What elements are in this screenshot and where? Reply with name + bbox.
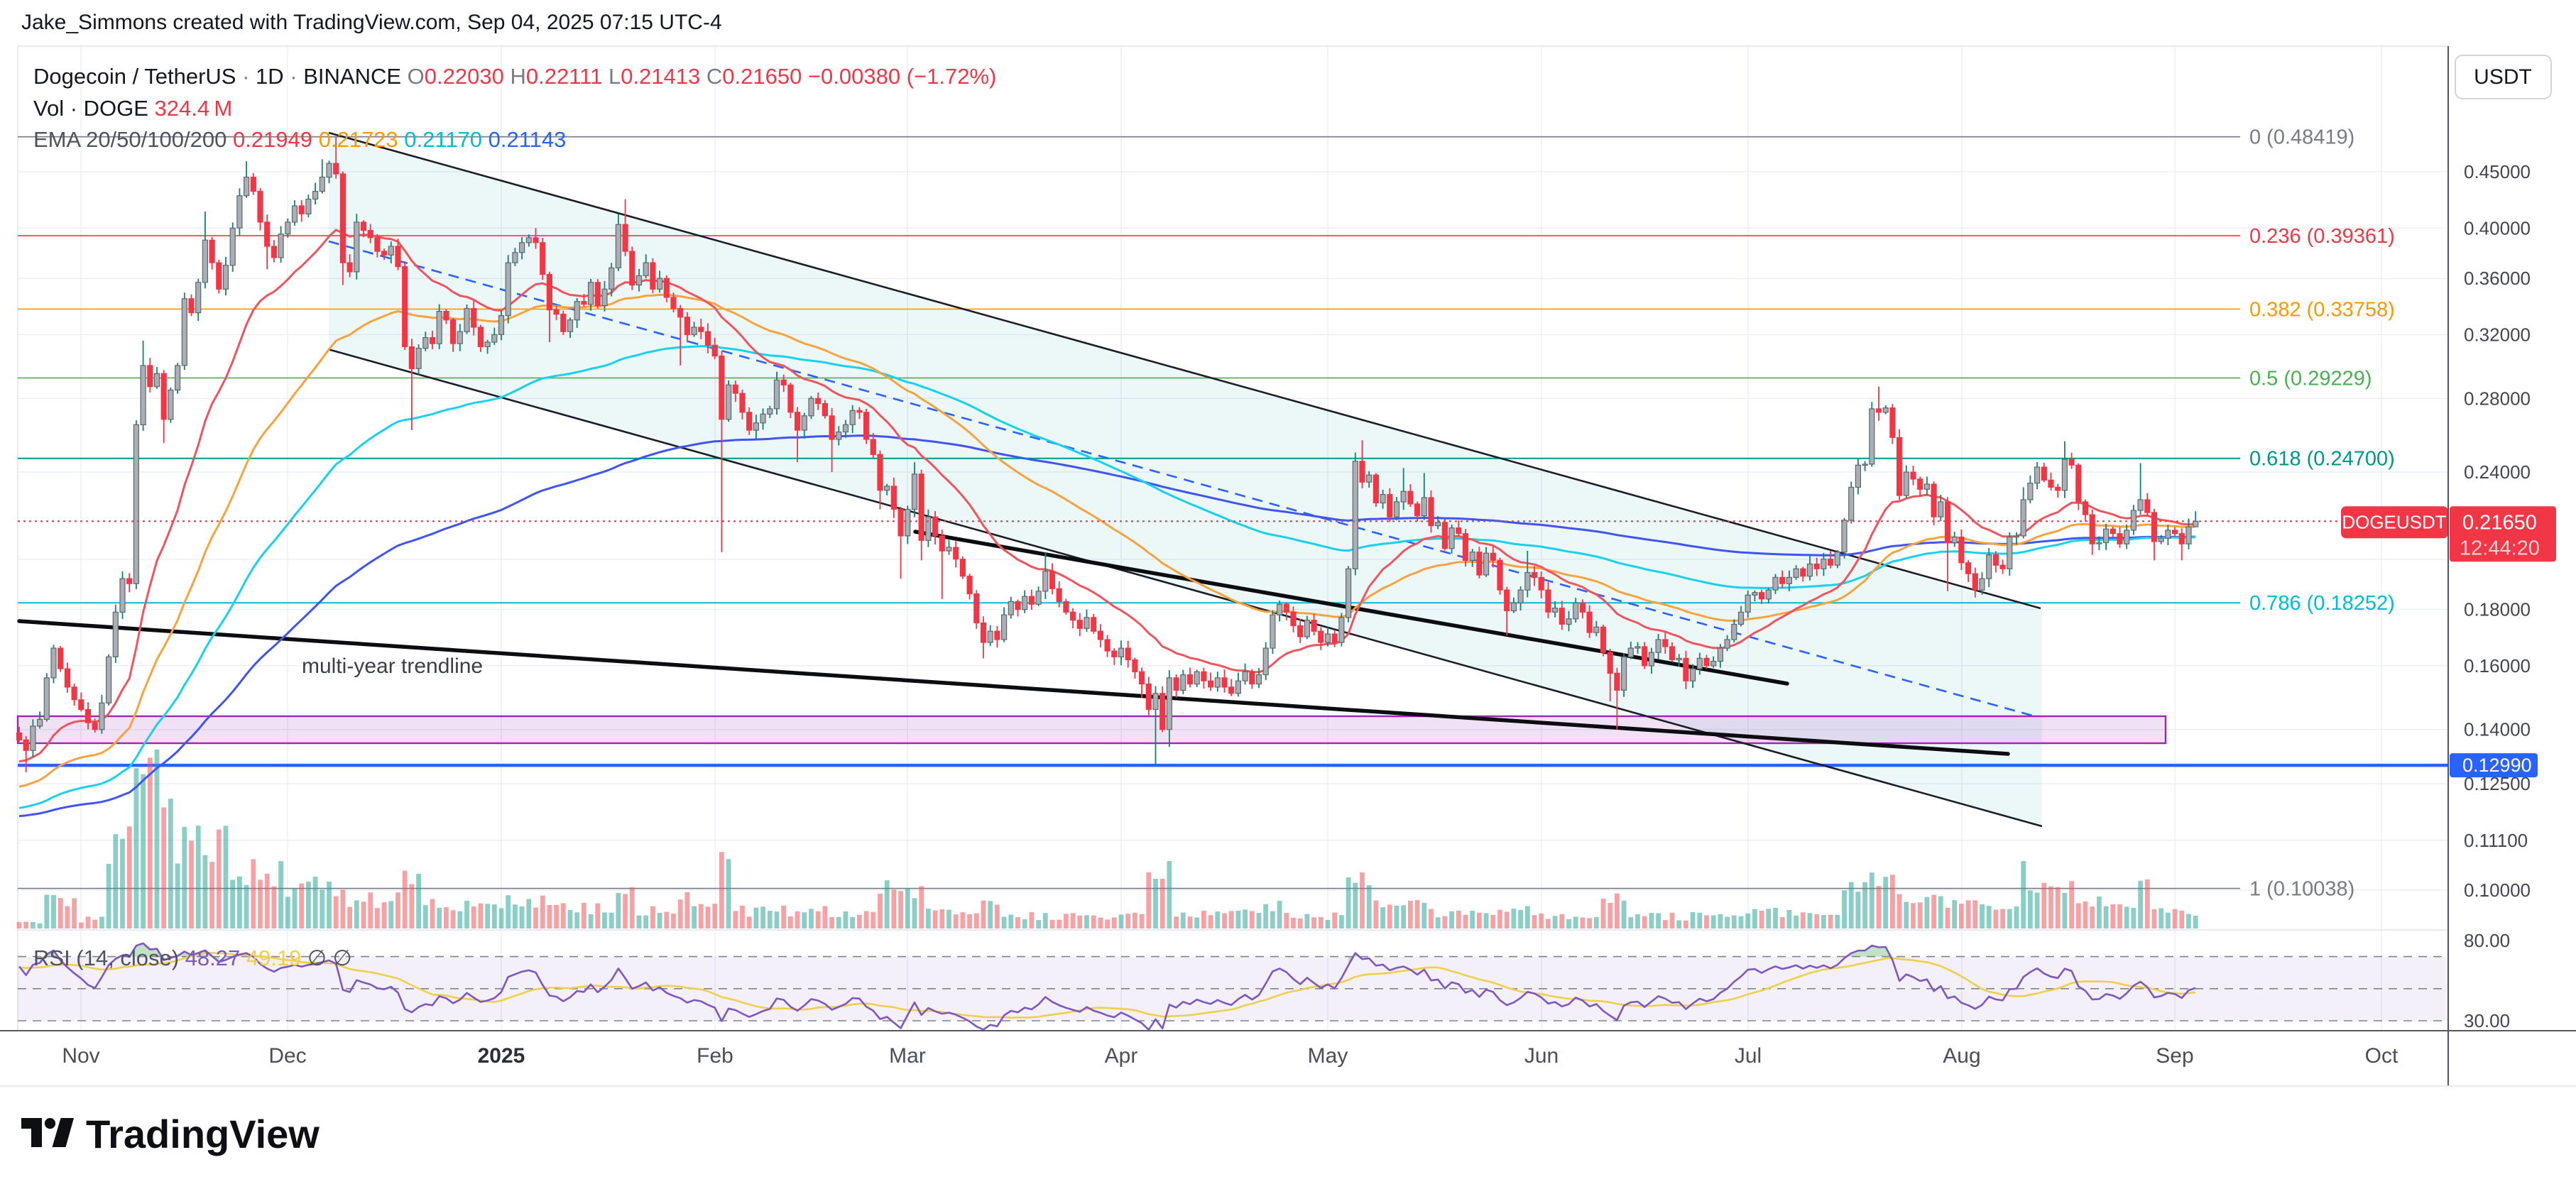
svg-text:Nov: Nov: [62, 1044, 99, 1068]
svg-text:1 (0.10038): 1 (0.10038): [2249, 878, 2354, 901]
svg-text:TradingView: TradingView: [86, 1112, 320, 1156]
svg-text:Dec: Dec: [268, 1044, 306, 1068]
svg-text:0.18000: 0.18000: [2464, 599, 2531, 620]
svg-text:0.45000: 0.45000: [2464, 161, 2531, 182]
svg-text:0.618 (0.24700): 0.618 (0.24700): [2249, 448, 2395, 471]
svg-text:EMA 20/50/100/200 0.21949 0.: EMA 20/50/100/200 0.21949 0.21723 0.2117…: [33, 127, 566, 152]
svg-text:2025: 2025: [478, 1044, 525, 1068]
svg-text:USDT: USDT: [2474, 65, 2532, 89]
svg-text:0.12990: 0.12990: [2462, 755, 2532, 776]
svg-text:0.14000: 0.14000: [2464, 719, 2531, 740]
svg-text:0.16000: 0.16000: [2464, 655, 2531, 676]
svg-text:0.36000: 0.36000: [2464, 268, 2531, 289]
svg-text:Aug: Aug: [1943, 1044, 1980, 1068]
svg-text:Jul: Jul: [1735, 1044, 1762, 1068]
svg-text:0.236 (0.39361): 0.236 (0.39361): [2249, 225, 2395, 248]
svg-text:12:44:20: 12:44:20: [2460, 537, 2540, 559]
svg-text:Apr: Apr: [1105, 1044, 1138, 1068]
svg-text:0.28000: 0.28000: [2464, 388, 2531, 409]
svg-text:DOGEUSDT: DOGEUSDT: [2342, 511, 2446, 532]
svg-text:0.11100: 0.11100: [2464, 830, 2528, 851]
svg-text:Oct: Oct: [2365, 1044, 2398, 1068]
svg-text:0.5 (0.29229): 0.5 (0.29229): [2249, 367, 2372, 390]
svg-text:May: May: [1308, 1044, 1348, 1068]
svg-text:Sep: Sep: [2156, 1044, 2193, 1068]
svg-text:Vol · DOGE 324.4 M: Vol · DOGE 324.4 M: [33, 96, 232, 121]
svg-text:80.00: 80.00: [2464, 930, 2510, 951]
svg-text:Jun: Jun: [1524, 1044, 1559, 1068]
svg-text:RSI (14, close) 48.27 49.19: RSI (14, close) 48.27 49.19 ∅ ∅: [33, 946, 352, 970]
svg-text:Dogecoin / TetherUS · 1D · BIN: Dogecoin / TetherUS · 1D · BINANCE O0.22…: [33, 64, 996, 89]
svg-text:0.786 (0.18252): 0.786 (0.18252): [2249, 592, 2395, 615]
svg-text:0.32000: 0.32000: [2464, 324, 2531, 345]
svg-text:Mar: Mar: [889, 1044, 926, 1068]
svg-text:30.00: 30.00: [2464, 1010, 2510, 1031]
svg-text:0.24000: 0.24000: [2464, 461, 2531, 483]
svg-text:0.10000: 0.10000: [2464, 880, 2531, 901]
svg-text:0 (0.48419): 0 (0.48419): [2249, 126, 2354, 149]
svg-text:0.382 (0.33758): 0.382 (0.33758): [2249, 298, 2395, 321]
svg-text:Feb: Feb: [697, 1044, 733, 1068]
svg-text:0.40000: 0.40000: [2464, 217, 2531, 239]
svg-text:0.21650: 0.21650: [2462, 511, 2537, 534]
svg-text:multi-year trendline: multi-year trendline: [302, 654, 483, 678]
svg-text:Jake_Simmons created with Trad: Jake_Simmons created with TradingView.co…: [21, 11, 722, 34]
